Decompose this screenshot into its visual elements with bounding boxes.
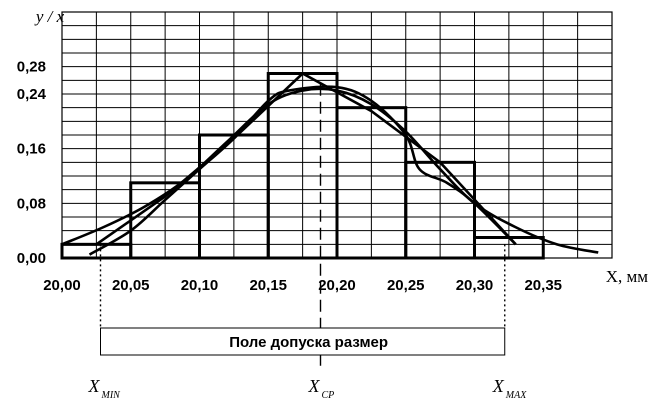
x-tick-label: 20,30 [456, 277, 494, 294]
chart-labels: 0,00 0,08 0,16 0,24 0,28 20,00 20,05 20,10 20,15… [17, 7, 648, 401]
y-tick-label: 0,28 [17, 59, 46, 76]
x-tick-label: 20,15 [249, 277, 287, 294]
x-tick-label: 20,05 [112, 277, 150, 294]
y-tick-label: 0,08 [17, 195, 46, 212]
x-tick-label: 20,10 [181, 277, 219, 294]
x-tick-label: 20,35 [524, 277, 562, 294]
frequency-polygon [62, 71, 517, 246]
marker-sub-min: MIN [101, 390, 122, 401]
marker-sub-cp: CP [322, 390, 335, 401]
y-tick-label: 0,00 [17, 250, 46, 267]
x-tick-label: 20,20 [318, 277, 356, 294]
marker-label-cp: X [308, 376, 321, 396]
x-axis-label: X, мм [606, 267, 649, 286]
tolerance-band [100, 327, 506, 356]
chart-curves [61, 71, 599, 256]
normal-curve [61, 87, 599, 254]
y-tick-label: 0,16 [17, 141, 46, 158]
y-tick-label: 0,24 [17, 86, 47, 103]
x-tick-label: 20,00 [43, 277, 81, 294]
empirical-curve [88, 85, 517, 256]
marker-label-max: X [492, 376, 505, 396]
marker-label-min: X [88, 376, 101, 396]
chart-markers [99, 83, 506, 370]
tolerance-band-label: Поле допуска размер [229, 334, 388, 351]
marker-sub-max: MAX [505, 390, 527, 401]
x-tick-label: 20,25 [387, 277, 425, 294]
y-axis-label: y / x [34, 7, 65, 26]
